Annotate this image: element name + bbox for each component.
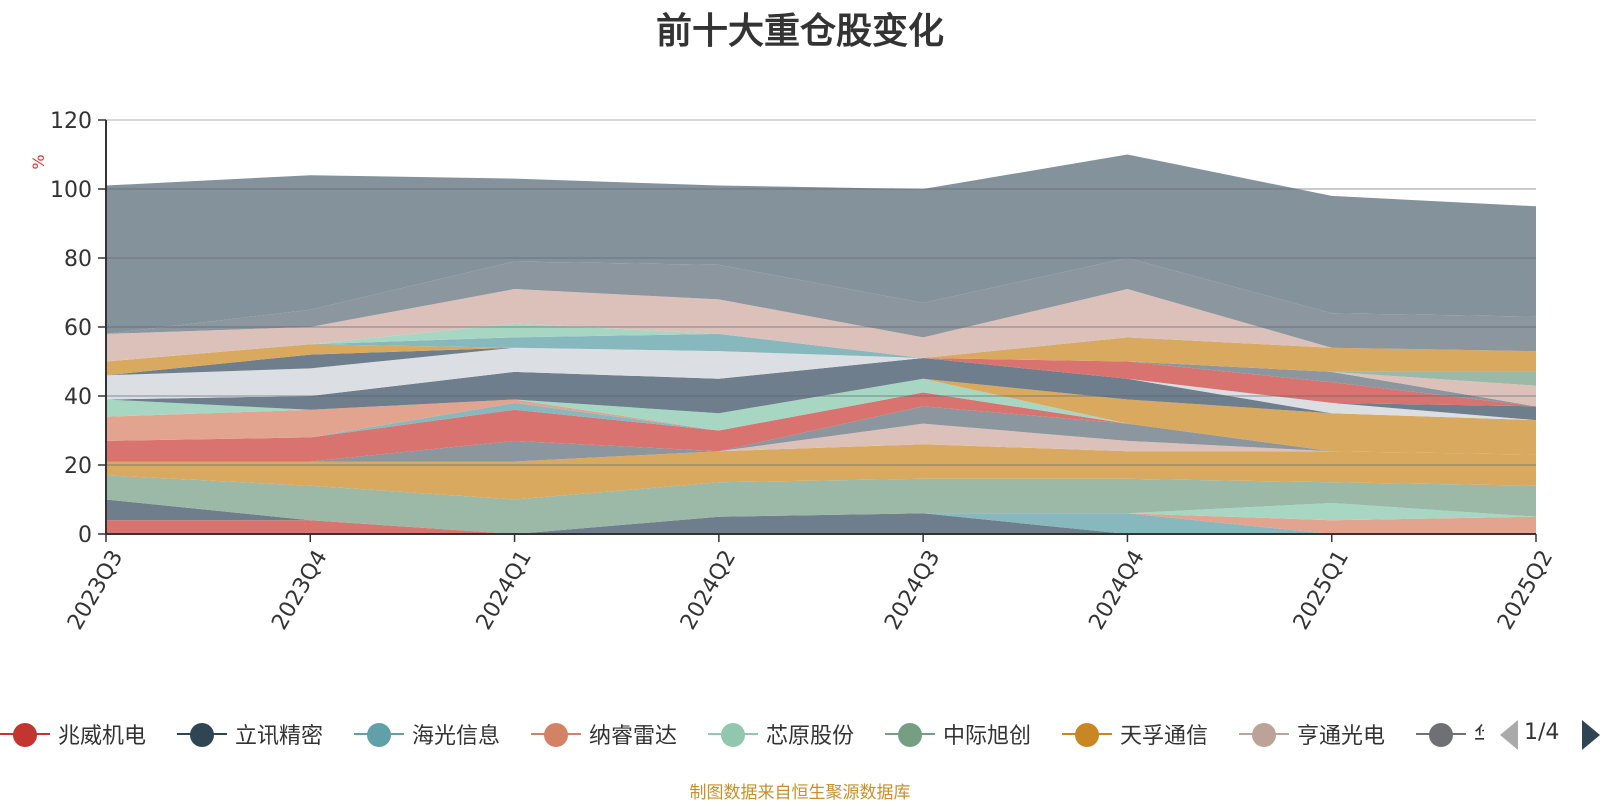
legend-label: 芯原股份 bbox=[766, 724, 855, 749]
legend-items: 兆威机电 立讯精密 海光信息 纳睿雷达 芯原股份 中际旭创 天孚通信 亨通光电 华 bbox=[0, 716, 1484, 756]
area-series-17 bbox=[106, 347, 1536, 407]
y-tick-label: 80 bbox=[64, 247, 92, 272]
legend-item[interactable]: 兆威机电 bbox=[0, 716, 170, 752]
area-series-group bbox=[106, 154, 1536, 534]
pager-page-indicator: 1/4 bbox=[1524, 720, 1560, 745]
area-series-8 bbox=[106, 406, 1536, 462]
pager-prev-icon[interactable] bbox=[1500, 720, 1518, 750]
x-tick-label: 2025Q2 bbox=[1493, 546, 1558, 634]
legend-item[interactable]: 亨通光电 bbox=[1239, 716, 1409, 752]
area-series-14 bbox=[106, 358, 1536, 421]
legend-label: 亨通光电 bbox=[1297, 724, 1386, 749]
legend-label: 华 bbox=[1474, 718, 1484, 750]
legend-dot-icon bbox=[367, 723, 391, 747]
area-series-1 bbox=[106, 499, 1536, 534]
legend-dot-icon bbox=[544, 723, 568, 747]
y-axis-label: % bbox=[29, 154, 48, 169]
legend-item[interactable]: 芯原股份 bbox=[708, 716, 878, 752]
legend-item[interactable]: 天孚通信 bbox=[1062, 716, 1232, 752]
y-tick-label: 120 bbox=[50, 109, 92, 134]
area-series-6 bbox=[106, 444, 1536, 500]
area-series-22 bbox=[106, 333, 1536, 362]
legend-item[interactable]: 海光信息 bbox=[354, 716, 524, 752]
pager-next-icon[interactable] bbox=[1582, 720, 1600, 750]
area-series-11 bbox=[106, 392, 1536, 455]
area-series-21 bbox=[106, 337, 1536, 376]
chart-title: 前十大重仓股变化 bbox=[655, 11, 944, 52]
legend-item[interactable]: 华 bbox=[1416, 716, 1484, 752]
legend-label: 纳睿雷达 bbox=[589, 724, 678, 749]
area-series-3 bbox=[106, 499, 1536, 534]
area-series-23 bbox=[106, 323, 1536, 362]
legend-label: 海光信息 bbox=[412, 724, 501, 749]
legend-dot-icon bbox=[13, 723, 37, 747]
area-series-7 bbox=[106, 423, 1536, 462]
legend-item[interactable]: 中际旭创 bbox=[885, 716, 1055, 752]
area-series-0 bbox=[106, 520, 1536, 534]
legend-item[interactable]: 纳睿雷达 bbox=[531, 716, 701, 752]
x-tick-label: 2023Q3 bbox=[63, 546, 128, 634]
x-tick-label: 2024Q1 bbox=[472, 546, 537, 634]
legend-item[interactable]: 立讯精密 bbox=[177, 716, 347, 752]
y-tick-label: 0 bbox=[78, 523, 92, 548]
legend-dot-icon bbox=[190, 723, 214, 747]
area-series-9 bbox=[106, 392, 1536, 462]
stacked-area-chart: 0 20 40 60 80 100 120 2023Q3 2023Q4 2024Q1 2024Q2 2… bbox=[29, 109, 1558, 634]
legend-label: 中际旭创 bbox=[943, 724, 1032, 749]
legend-dot-icon bbox=[898, 723, 922, 747]
x-tick-label: 2023Q4 bbox=[267, 546, 332, 634]
legend-dot-icon bbox=[1252, 723, 1276, 747]
x-tick-label: 2024Q4 bbox=[1084, 546, 1149, 634]
y-tick-label: 20 bbox=[64, 454, 92, 479]
area-series-25 bbox=[106, 258, 1536, 352]
area-series-5 bbox=[106, 475, 1536, 534]
legend-label: 兆威机电 bbox=[58, 724, 147, 749]
area-series-15 bbox=[106, 347, 1536, 421]
area-series-13 bbox=[106, 378, 1536, 455]
legend-label: 立讯精密 bbox=[235, 724, 324, 749]
gridlines bbox=[106, 119, 1536, 466]
area-series-26 bbox=[106, 154, 1536, 334]
legend-dot-icon bbox=[721, 723, 745, 747]
x-tick-label: 2024Q2 bbox=[676, 546, 741, 634]
x-tick-label: 2025Q1 bbox=[1289, 546, 1354, 634]
area-series-2 bbox=[106, 499, 1536, 534]
legend-label: 天孚通信 bbox=[1120, 724, 1209, 749]
legend-pager: 1/4 bbox=[1500, 716, 1600, 756]
source-note: 制图数据来自恒生聚源数据库 bbox=[689, 783, 911, 803]
x-tick-label: 2024Q3 bbox=[880, 546, 945, 634]
y-tick-label: 60 bbox=[64, 316, 92, 341]
y-tick-label: 100 bbox=[50, 178, 92, 203]
area-series-4 bbox=[106, 499, 1536, 534]
y-tick-label: 40 bbox=[64, 385, 92, 410]
legend-dot-icon bbox=[1075, 723, 1099, 747]
legend-dot-icon bbox=[1429, 723, 1453, 747]
legend: 兆威机电 立讯精密 海光信息 纳睿雷达 芯原股份 中际旭创 天孚通信 亨通光电 华 1/4 bbox=[0, 716, 1600, 756]
area-series-24 bbox=[106, 289, 1536, 362]
